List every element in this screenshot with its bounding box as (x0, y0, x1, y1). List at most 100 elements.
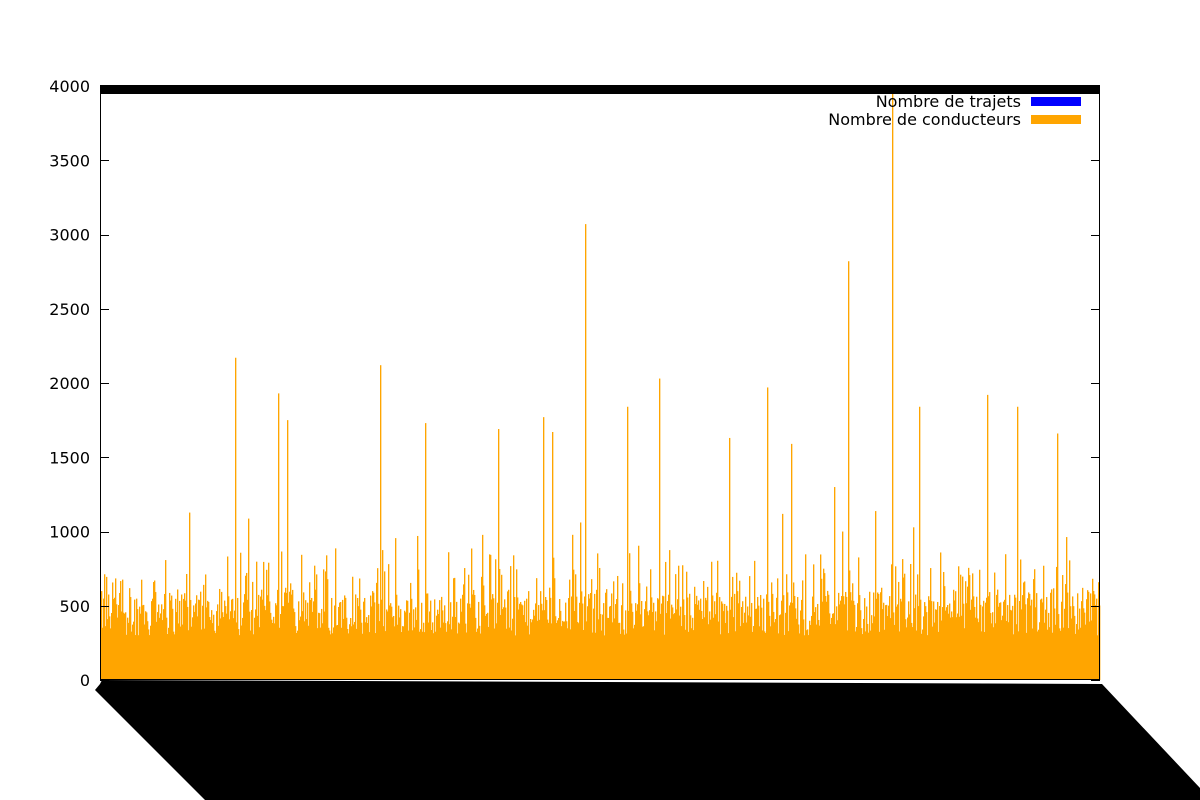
bar-conducteurs (114, 597, 116, 680)
bar-conducteurs (919, 406, 921, 680)
bar-conducteurs (950, 617, 952, 680)
bar-conducteurs (276, 605, 278, 680)
bar-conducteurs (232, 598, 234, 680)
bar-conducteurs (460, 598, 462, 680)
bar-conducteurs (607, 617, 609, 680)
bar-conducteurs (567, 628, 569, 680)
bar-conducteurs (1087, 590, 1089, 680)
bar-conducteurs (207, 600, 209, 680)
bar-conducteurs (612, 622, 614, 680)
bar-conducteurs (525, 622, 527, 680)
bar-conducteurs (756, 608, 758, 680)
bar-conducteurs (476, 631, 478, 680)
bar-conducteurs (1014, 594, 1016, 680)
bar-conducteurs (480, 633, 482, 680)
bar-conducteurs (856, 626, 858, 680)
bar-conducteurs (927, 635, 929, 680)
bar-conducteurs (299, 620, 301, 680)
bar-conducteurs (505, 607, 507, 680)
bar-conducteurs (236, 622, 238, 680)
legend: Nombre de trajets Nombre de conducteurs (828, 92, 1081, 129)
bar-conducteurs (444, 605, 446, 680)
bar-conducteurs (643, 626, 645, 680)
bar-conducteurs (807, 629, 809, 680)
bar-conducteurs (182, 624, 184, 680)
bar-conducteurs (1093, 590, 1095, 680)
bar-conducteurs (965, 581, 967, 680)
bar-conducteurs (774, 622, 776, 680)
bar-conducteurs (283, 606, 285, 680)
bar-conducteurs (265, 610, 267, 680)
bar-conducteurs (222, 612, 224, 680)
bar-conducteurs (405, 612, 407, 680)
bar-conducteurs (572, 534, 574, 680)
bar-conducteurs (123, 612, 125, 680)
bar-conducteurs (316, 574, 318, 680)
bar-conducteurs (383, 626, 385, 680)
bar-conducteurs (740, 626, 742, 680)
bar-conducteurs (359, 578, 361, 680)
bar-conducteurs (1018, 631, 1020, 680)
bar-conducteurs (649, 610, 651, 680)
bar-conducteurs (889, 596, 891, 680)
bar-conducteurs (761, 607, 763, 680)
bar-conducteurs (105, 626, 107, 680)
bar-conducteurs (1043, 565, 1045, 680)
bar-conducteurs (653, 602, 655, 680)
bar-conducteurs (170, 600, 172, 680)
bar-conducteurs (770, 626, 772, 680)
bar-conducteurs (636, 610, 638, 680)
bar-conducteurs (268, 562, 270, 680)
bar-conducteurs (527, 625, 529, 680)
bar-conducteurs (640, 614, 642, 680)
bar-conducteurs (851, 600, 853, 680)
bar-conducteurs (1065, 584, 1067, 680)
bar-conducteurs (1081, 601, 1083, 680)
bar-conducteurs (326, 555, 328, 680)
bar-conducteurs (519, 603, 521, 680)
bar-conducteurs (835, 624, 837, 680)
bar-conducteurs (923, 616, 925, 680)
bar-conducteurs (115, 578, 117, 680)
bar-conducteurs (391, 606, 393, 680)
bar-conducteurs (272, 623, 274, 680)
bar-conducteurs (117, 617, 119, 680)
bar-conducteurs (229, 619, 231, 680)
bar-conducteurs (217, 604, 219, 680)
bar-conducteurs (362, 633, 364, 680)
bar-conducteurs (129, 588, 131, 680)
bar-conducteurs (736, 572, 738, 680)
bar-conducteurs (449, 624, 451, 680)
bar-conducteurs (684, 615, 686, 680)
bar-conducteurs (703, 581, 705, 680)
bar-conducteurs (153, 582, 155, 680)
bar-conducteurs (876, 598, 878, 680)
bar-conducteurs (920, 599, 922, 680)
bar-conducteurs (1038, 629, 1040, 680)
bar-conducteurs (209, 617, 211, 680)
bar-conducteurs (360, 609, 362, 680)
bar-conducteurs (109, 616, 111, 680)
bar-conducteurs (617, 575, 619, 680)
bar-conducteurs (562, 620, 564, 680)
bar-conducteurs (905, 619, 907, 680)
bar-conducteurs (484, 605, 486, 680)
bar-conducteurs (231, 599, 233, 680)
bar-conducteurs (345, 597, 347, 680)
bar-conducteurs (1089, 621, 1091, 680)
bar-conducteurs (1074, 615, 1076, 680)
bar-conducteurs (1092, 578, 1094, 680)
bar-conducteurs (1010, 609, 1012, 680)
bar-conducteurs (569, 579, 571, 680)
bar-conducteurs (458, 622, 460, 680)
bar-conducteurs (969, 575, 971, 680)
bar-conducteurs (875, 511, 877, 680)
bar-conducteurs (128, 622, 130, 680)
bar-conducteurs (630, 590, 632, 680)
bars-group (100, 86, 1101, 681)
bar-conducteurs (468, 574, 470, 680)
bar-conducteurs (224, 600, 226, 680)
bar-conducteurs (906, 627, 908, 680)
bar-conducteurs (536, 578, 538, 680)
bar-conducteurs (1077, 593, 1079, 680)
